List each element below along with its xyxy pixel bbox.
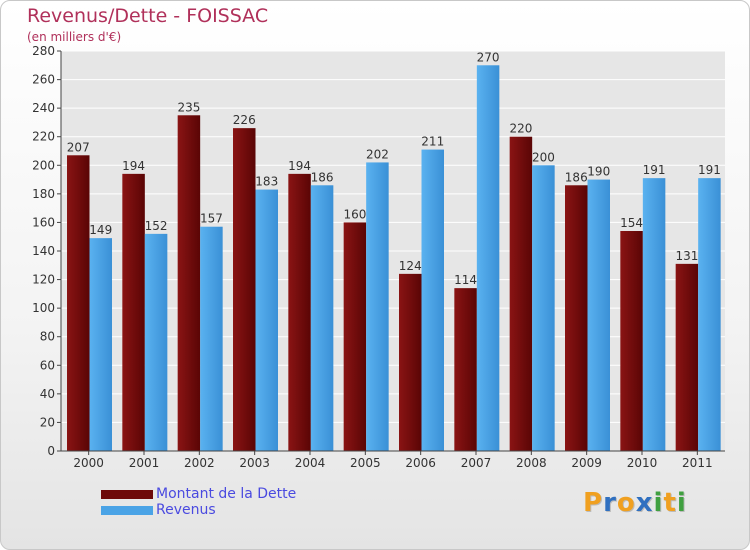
data-label: 160 [343,207,366,221]
y-tick-label: 140 [32,244,55,258]
logo-letter: x [635,488,654,518]
bar-dette [620,231,643,451]
chart-title: Revenus/Dette - FOISSAC [27,5,269,27]
y-tick-label: 120 [32,273,55,287]
y-tick-label: 100 [32,301,55,315]
data-label: 226 [233,113,256,127]
x-tick-label: 2005 [350,456,381,470]
data-label: 202 [366,147,389,161]
y-tick-label: 40 [40,387,55,401]
y-tick-label: 240 [32,101,55,115]
data-label: 183 [255,175,278,189]
bar-dette [67,155,90,452]
x-tick-label: 2002 [184,456,215,470]
bar-dette [177,115,201,452]
data-label: 235 [177,100,200,114]
y-tick-label: 280 [32,44,55,58]
bar-dette [122,173,145,451]
data-label: 149 [89,223,112,237]
bar-dette [509,136,533,451]
bar-dette [565,185,588,452]
x-tick-label: 2003 [239,456,270,470]
bar-revenus [698,178,721,451]
bar-revenus [532,165,555,452]
data-label: 186 [565,170,588,184]
logo-letter: o [616,488,636,518]
data-label: 186 [311,170,334,184]
x-tick-label: 2004 [295,456,326,470]
bar-revenus [421,149,444,452]
x-tick-label: 2001 [129,456,160,470]
logo-letter: t [663,488,677,518]
data-label: 114 [454,273,477,287]
data-label: 200 [532,150,555,164]
data-label: 194 [122,159,145,173]
y-tick-label: 180 [32,187,55,201]
legend-label-dette: Montant de la Dette [156,486,297,502]
data-label: 191 [698,163,721,177]
x-tick-label: 2006 [405,456,436,470]
data-label: 194 [288,159,311,173]
x-tick-label: 2010 [627,456,658,470]
bar-revenus [255,189,278,452]
data-label: 154 [620,216,643,230]
proxiti-logo: Proxiti [583,488,687,518]
legend-swatch-dette [101,490,153,499]
data-label: 191 [643,163,666,177]
data-label: 157 [200,212,223,226]
y-tick-label: 0 [47,444,55,458]
bar-revenus [476,65,500,452]
bar-revenus [200,226,223,451]
y-tick-label: 20 [40,415,55,429]
bar-revenus [587,179,610,452]
bar-dette [288,173,311,451]
y-tick-label: 60 [40,358,55,372]
x-tick-label: 2009 [571,456,602,470]
data-label: 124 [399,259,422,273]
bar-revenus [642,178,666,451]
bar-revenus [310,185,334,452]
x-tick-label: 2011 [682,456,713,470]
bar-dette [399,273,422,451]
data-label: 211 [421,135,444,149]
logo-letter: r [603,488,617,518]
y-tick-label: 80 [40,330,55,344]
logo-letter: i [653,488,664,518]
bar-revenus [366,162,389,451]
bar-dette [675,263,699,451]
x-tick-label: 2007 [461,456,492,470]
bar-dette [454,288,477,451]
data-label: 207 [67,140,90,154]
bar-dette [343,222,367,451]
y-tick-label: 200 [32,158,55,172]
logo-letter: i [676,488,687,518]
data-label: 152 [145,219,168,233]
data-label: 270 [477,50,500,64]
y-tick-label: 220 [32,130,55,144]
data-label: 131 [675,249,698,263]
bar-revenus [144,233,168,451]
data-label: 220 [509,122,532,136]
logo-letter: P [583,488,604,518]
legend-swatch-revenus [101,506,153,515]
bar-dette [233,128,256,451]
y-tick-label: 260 [32,73,55,87]
x-tick-label: 2000 [73,456,104,470]
x-tick-label: 2008 [516,456,547,470]
y-tick-label: 160 [32,215,55,229]
data-label: 190 [587,165,610,179]
legend-label-revenus: Revenus [156,502,216,518]
chart-subtitle: (en milliers d'€) [27,30,122,44]
bar-revenus [89,238,112,451]
